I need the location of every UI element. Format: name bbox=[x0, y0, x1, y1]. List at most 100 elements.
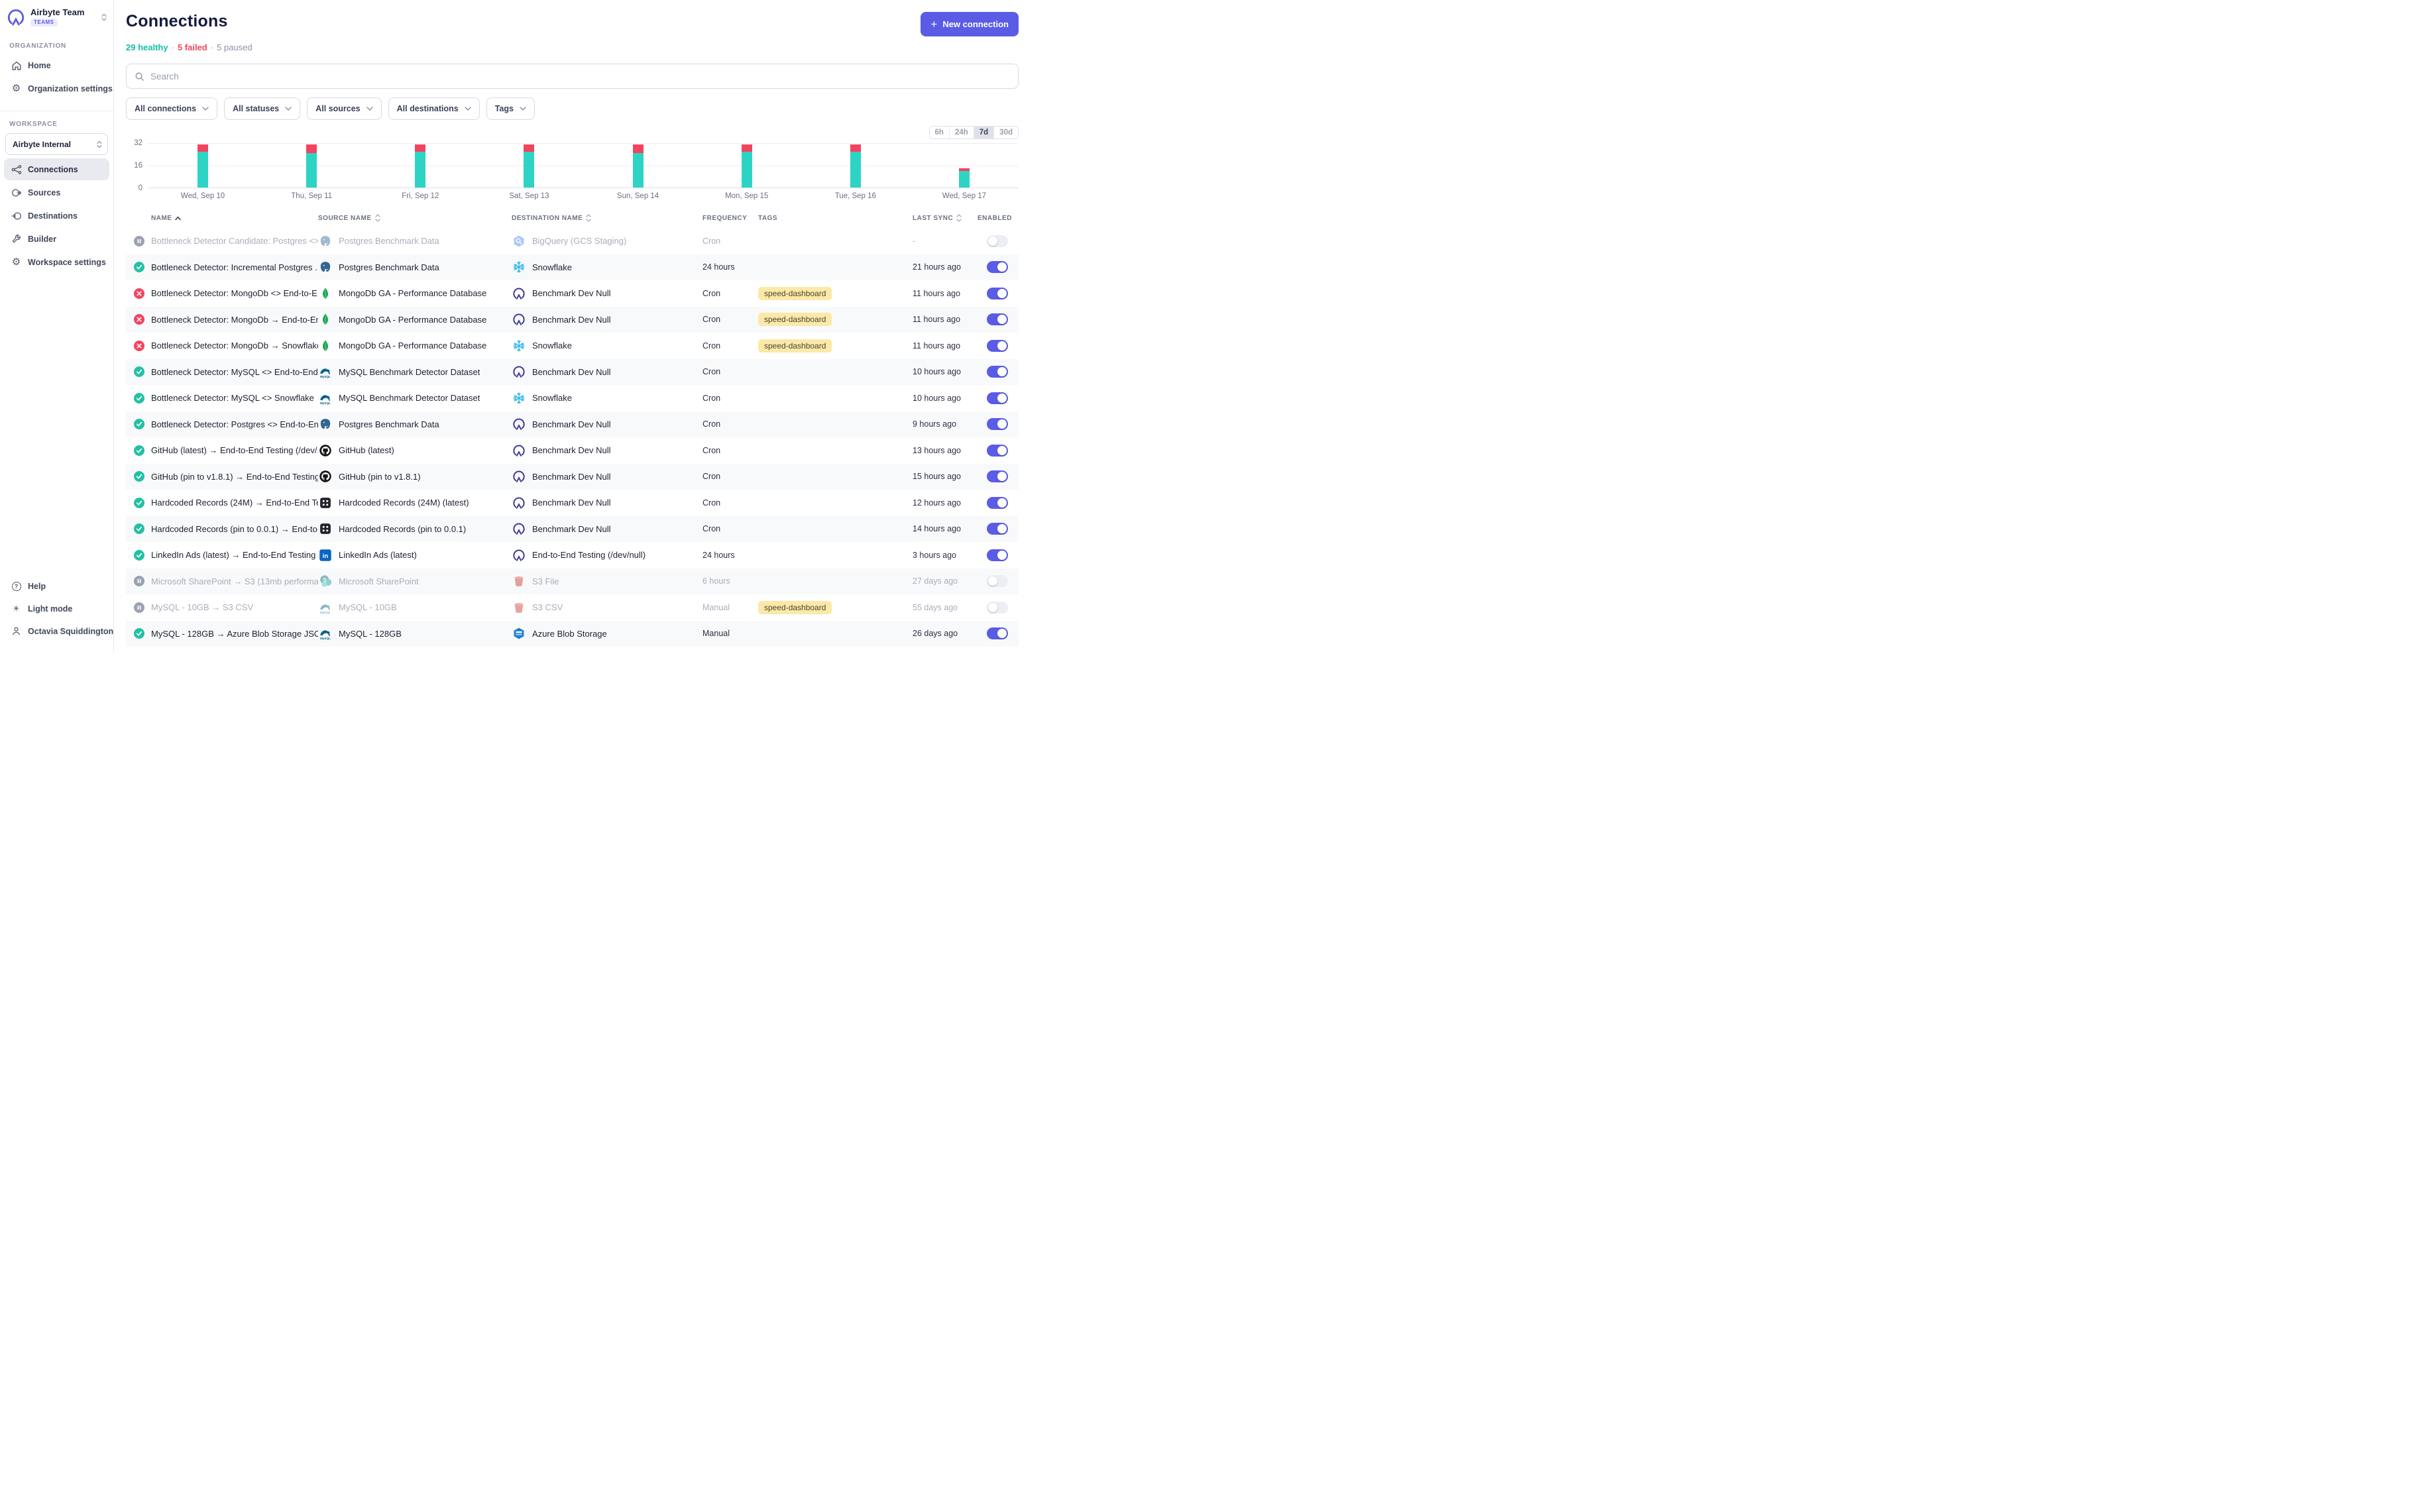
status-summary: 29 healthy·5 failed·5 paused bbox=[126, 42, 1019, 52]
sidebar-item-connections[interactable]: Connections bbox=[4, 158, 109, 180]
frequency: Cron bbox=[702, 341, 758, 351]
sidebar-item-label: Light mode bbox=[28, 604, 72, 614]
status-success-icon bbox=[134, 366, 144, 377]
destination-name: Benchmark Dev Null bbox=[532, 367, 611, 377]
enabled-toggle[interactable] bbox=[987, 313, 1008, 325]
time-range-7d[interactable]: 7d bbox=[974, 127, 993, 138]
sidebar-item-label: Help bbox=[28, 582, 46, 591]
bar-succeeded-segment bbox=[633, 153, 644, 188]
filter-all-connections[interactable]: All connections bbox=[126, 97, 217, 120]
tag-pill: speed-dashboard bbox=[758, 287, 832, 300]
enabled-toggle[interactable] bbox=[987, 235, 1008, 247]
table-row[interactable]: MySQL - 10GB → S3 CSVMySQLMySQL - 10GBS3… bbox=[126, 594, 1019, 621]
sidebar-item-label: Home bbox=[28, 61, 51, 70]
enabled-toggle[interactable] bbox=[987, 340, 1008, 352]
table-row[interactable]: Bottleneck Detector: MySQL <> SnowflakeM… bbox=[126, 385, 1019, 411]
sync-history-chart: 32160 Wed, Sep 10Thu, Sep 11Fri, Sep 12S… bbox=[126, 143, 1019, 200]
column-header-source-name[interactable]: SOURCE NAME bbox=[318, 214, 512, 222]
enabled-toggle[interactable] bbox=[987, 575, 1008, 587]
filter-all-statuses[interactable]: All statuses bbox=[224, 97, 300, 120]
table-row[interactable]: Bottleneck Detector: MySQL <> End-to-End… bbox=[126, 359, 1019, 386]
time-range-24h[interactable]: 24h bbox=[949, 127, 974, 138]
enabled-toggle[interactable] bbox=[987, 366, 1008, 378]
connection-name: LinkedIn Ads (latest) → End-to-End Testi… bbox=[151, 550, 318, 560]
frequency: Cron bbox=[702, 446, 758, 455]
source-name: GitHub (latest) bbox=[339, 445, 394, 455]
status-paused-icon bbox=[134, 236, 144, 246]
table-row[interactable]: Bottleneck Detector Candidate: Postgres … bbox=[126, 228, 1019, 254]
sidebar-item-organization-settings[interactable]: Organization settings bbox=[4, 78, 109, 99]
table-row[interactable]: Bottleneck Detector: MongoDb → End-to-En… bbox=[126, 307, 1019, 333]
chart-bar-group bbox=[475, 143, 583, 188]
table-row[interactable]: Microsoft SharePoint → S3 (13mb performa… bbox=[126, 568, 1019, 595]
chart-y-tick: 16 bbox=[134, 162, 142, 170]
source-name: LinkedIn Ads (latest) bbox=[339, 550, 417, 560]
table-row[interactable]: GitHub (latest) → End-to-End Testing (/d… bbox=[126, 437, 1019, 464]
connections-table: NAME SOURCE NAME DESTINATION NAME FREQUE… bbox=[126, 208, 1019, 652]
table-row[interactable]: Bottleneck Detector: Incremental Postgre… bbox=[126, 254, 1019, 281]
org-switcher[interactable]: Airbyte Team TEAMS bbox=[0, 7, 113, 32]
enabled-toggle[interactable] bbox=[987, 523, 1008, 535]
home-icon bbox=[11, 60, 22, 71]
enabled-toggle[interactable] bbox=[987, 418, 1008, 430]
sidebar-item-help[interactable]: Help bbox=[4, 575, 109, 597]
sidebar-item-workspace-settings[interactable]: Workspace settings bbox=[4, 251, 109, 273]
table-row[interactable]: GitHub (pin to v1.8.1) → End-to-End Test… bbox=[126, 464, 1019, 490]
enabled-toggle[interactable] bbox=[987, 602, 1008, 614]
org-badge: TEAMS bbox=[30, 19, 58, 27]
enabled-toggle[interactable] bbox=[987, 470, 1008, 482]
filter-tags[interactable]: Tags bbox=[486, 97, 535, 120]
chart-plot bbox=[148, 143, 1019, 188]
workspace-selector[interactable]: Airbyte Internal bbox=[5, 133, 108, 155]
destination-name: Benchmark Dev Null bbox=[532, 419, 611, 429]
column-header-name[interactable]: NAME bbox=[126, 215, 318, 222]
connection-name: MySQL - 128GB → Azure Blob Storage JSOn … bbox=[151, 629, 318, 639]
source-name: MongoDb GA - Performance Database bbox=[339, 341, 486, 351]
search-input[interactable] bbox=[150, 72, 1010, 81]
connection-name: Bottleneck Detector Candidate: Postgres … bbox=[151, 236, 318, 246]
filter-all-destinations[interactable]: All destinations bbox=[388, 97, 480, 120]
table-row[interactable]: Hardcoded Records (24M) → End-to-End Te.… bbox=[126, 490, 1019, 516]
sidebar-item-light-mode[interactable]: Light mode bbox=[4, 598, 109, 620]
enabled-toggle[interactable] bbox=[987, 261, 1008, 273]
bar-succeeded-segment bbox=[850, 152, 861, 188]
enabled-toggle[interactable] bbox=[987, 497, 1008, 509]
connection-name: Microsoft SharePoint → S3 (13mb performa… bbox=[151, 576, 318, 586]
sidebar-item-destinations[interactable]: Destinations bbox=[4, 205, 109, 227]
chart-x-tick: Mon, Sep 15 bbox=[693, 192, 801, 200]
connection-name: Hardcoded Records (pin to 0.0.1) → End-t… bbox=[151, 524, 318, 534]
failed-count: 5 failed bbox=[178, 42, 207, 52]
connection-name: Bottleneck Detector: MongoDb → End-to-En… bbox=[151, 315, 318, 325]
connection-name: MySQL - 10GB → S3 CSV bbox=[151, 602, 253, 612]
table-row[interactable]: Bottleneck Detector: MongoDb → Snowflake… bbox=[126, 333, 1019, 359]
enabled-toggle[interactable] bbox=[987, 627, 1008, 639]
enabled-toggle[interactable] bbox=[987, 549, 1008, 561]
time-range-6h[interactable]: 6h bbox=[930, 127, 949, 138]
mongodb-icon bbox=[318, 286, 332, 300]
status-failed-icon bbox=[134, 288, 144, 299]
column-header-destination-name[interactable]: DESTINATION NAME bbox=[512, 214, 702, 222]
sidebar-item-user[interactable]: Octavia Squiddington bbox=[4, 620, 109, 642]
sidebar-item-home[interactable]: Home bbox=[4, 54, 109, 76]
table-row[interactable]: Bottleneck Detector: Postgres <> End-to-… bbox=[126, 411, 1019, 438]
enabled-toggle[interactable] bbox=[987, 445, 1008, 457]
sidebar-item-sources[interactable]: Sources bbox=[4, 182, 109, 203]
chevron-down-icon bbox=[366, 107, 373, 111]
column-header-last-sync[interactable]: LAST SYNC bbox=[913, 214, 978, 222]
chart-bar-group bbox=[584, 143, 693, 188]
table-row[interactable]: MySQL - 128GB → Azure Blob Storage JSOn … bbox=[126, 621, 1019, 647]
sidebar-item-builder[interactable]: Builder bbox=[4, 228, 109, 250]
enabled-toggle[interactable] bbox=[987, 288, 1008, 299]
time-range-30d[interactable]: 30d bbox=[993, 127, 1018, 138]
table-row[interactable]: LinkedIn Ads (latest) → End-to-End Testi… bbox=[126, 542, 1019, 568]
frequency: Cron bbox=[702, 419, 758, 429]
table-row[interactable]: Hardcoded Records (pin to 0.0.1) → End-t… bbox=[126, 516, 1019, 543]
new-connection-button[interactable]: + New connection bbox=[921, 12, 1019, 36]
filter-all-sources[interactable]: All sources bbox=[307, 97, 381, 120]
destinations-icon bbox=[11, 210, 22, 221]
source-name: Postgres Benchmark Data bbox=[339, 236, 439, 246]
airbyte-icon bbox=[512, 548, 526, 562]
enabled-toggle[interactable] bbox=[987, 392, 1008, 404]
frequency: Cron bbox=[702, 472, 758, 481]
table-row[interactable]: Bottleneck Detector: MongoDb <> End-to-E… bbox=[126, 280, 1019, 307]
